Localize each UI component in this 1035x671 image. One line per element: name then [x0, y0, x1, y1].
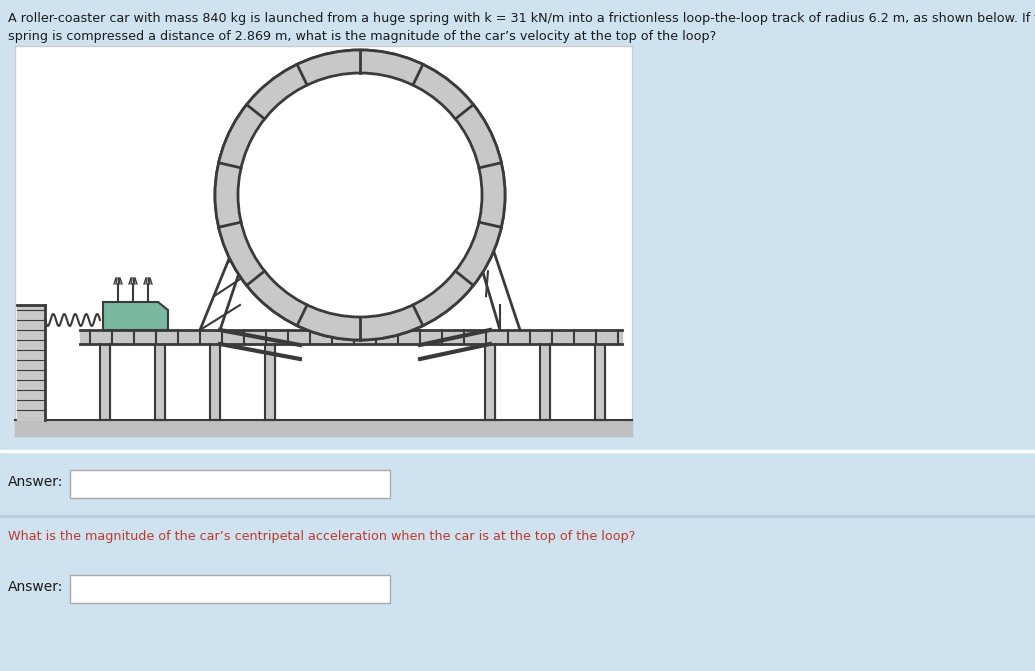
Circle shape	[238, 73, 482, 317]
Text: What is the magnitude of the car’s centripetal acceleration when the car is at t: What is the magnitude of the car’s centr…	[8, 530, 635, 543]
Text: A roller-coaster car with mass 840 kg is launched from a huge spring with k = 31: A roller-coaster car with mass 840 kg is…	[8, 12, 1035, 25]
Bar	[70, 470, 390, 498]
Circle shape	[215, 50, 505, 340]
Text: Answer:: Answer:	[8, 580, 63, 594]
Text: spring is compressed a distance of 2.869 m, what is the magnitude of the car’s v: spring is compressed a distance of 2.869…	[8, 30, 716, 43]
Bar	[14, 46, 632, 436]
Text: Answer:: Answer:	[8, 475, 63, 489]
Bar	[70, 575, 390, 603]
Circle shape	[215, 50, 505, 340]
Polygon shape	[104, 302, 168, 330]
